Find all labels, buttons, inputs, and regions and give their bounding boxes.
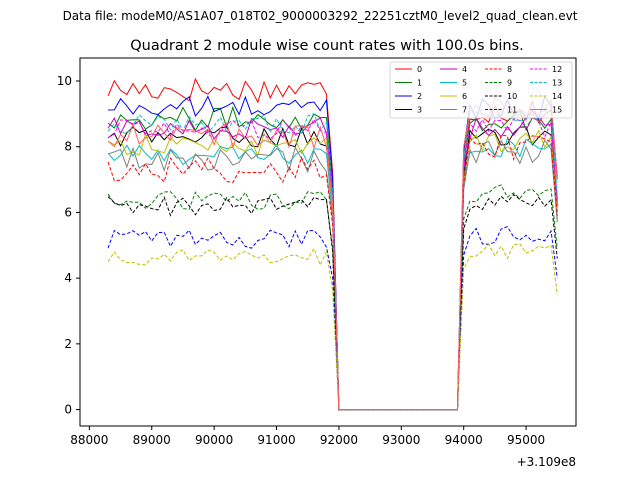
x-tick-label: 88000 <box>70 433 108 447</box>
legend-label-1: 1 <box>417 79 422 88</box>
y-tick-label: 4 <box>64 271 72 285</box>
legend-label-10: 10 <box>507 92 517 101</box>
series-line-10 <box>107 193 558 411</box>
legend-frame <box>389 61 573 119</box>
legend-label-3: 3 <box>417 106 422 115</box>
legend-label-5: 5 <box>462 79 467 88</box>
y-tick-label: 2 <box>64 337 72 351</box>
legend-label-0: 0 <box>417 65 422 74</box>
legend-label-11: 11 <box>507 106 517 115</box>
legend-label-12: 12 <box>552 65 562 74</box>
plot-lines <box>107 77 558 411</box>
x-offset-label: +3.109e8 <box>517 455 576 469</box>
y-tick-label: 8 <box>64 140 72 154</box>
x-tick-label: 92000 <box>320 433 358 447</box>
legend-label-6: 6 <box>462 92 467 101</box>
legend-label-8: 8 <box>507 65 512 74</box>
legend-label-14: 14 <box>552 92 562 101</box>
x-tick-label: 95000 <box>507 433 545 447</box>
legend-label-15: 15 <box>552 106 562 115</box>
y-tick-label: 6 <box>64 205 72 219</box>
legend-label-9: 9 <box>507 79 512 88</box>
x-axis: 88000 89000 90000 91000 92000 93000 94000 95000 <box>70 426 545 447</box>
legend-label-4: 4 <box>462 65 467 74</box>
series-line-14 <box>107 243 558 411</box>
x-tick-label: 91000 <box>257 433 295 447</box>
x-tick-label: 90000 <box>195 433 233 447</box>
x-tick-label: 93000 <box>382 433 420 447</box>
y-tick-label: 0 <box>64 403 72 417</box>
series-line-11 <box>107 226 558 411</box>
y-tick-label: 10 <box>57 74 72 88</box>
series-line-8 <box>107 134 558 411</box>
x-tick-label: 89000 <box>133 433 171 447</box>
legend-label-2: 2 <box>417 92 422 101</box>
y-axis: 0 2 4 6 8 10 <box>57 74 80 417</box>
legend-label-13: 13 <box>552 79 562 88</box>
x-tick-label: 94000 <box>445 433 483 447</box>
legend-label-7: 7 <box>462 106 467 115</box>
figure-suptitle: Data file: modeM0/AS1A07_018T02_90000032… <box>63 9 578 23</box>
chart-title: Quadrant 2 module wise count rates with … <box>130 38 524 54</box>
axes-frame <box>79 57 577 427</box>
